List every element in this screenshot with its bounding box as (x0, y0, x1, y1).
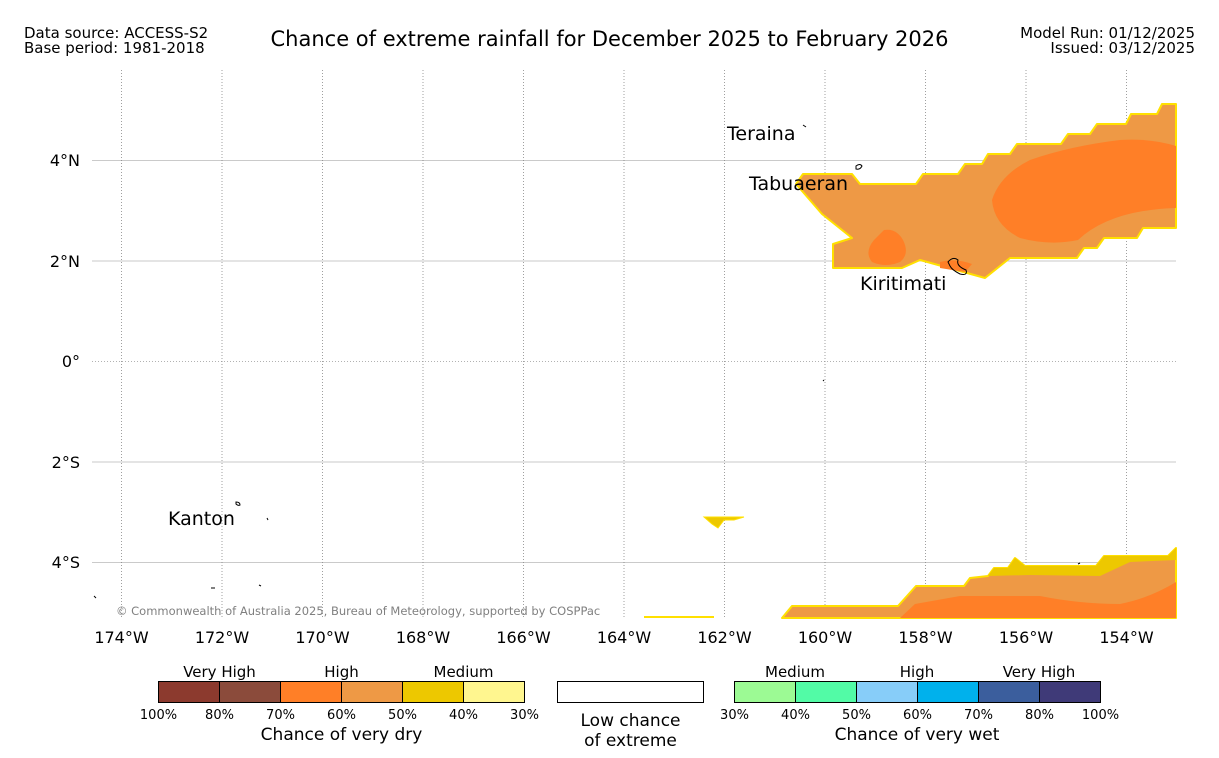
legend-wet: Medium High Very High 30% 40% 50% 60% 70… (720, 663, 1119, 745)
model-run-text: Model Run: 01/12/2025 (1020, 24, 1195, 42)
legend-low-label-line1: Low chance (581, 711, 681, 731)
islet-a (266, 517, 269, 521)
legend-dry-tick-80: 80% (205, 708, 234, 723)
legend-dry-tick-30: 30% (510, 708, 539, 723)
lon-label-164w: 164°W (597, 628, 652, 647)
lon-label-154w: 154°W (1099, 628, 1154, 647)
legend-dry-swatch-6 (463, 681, 525, 703)
lon-label-172w: 172°W (195, 628, 250, 647)
map-title: Chance of extreme rainfall for December … (270, 27, 949, 51)
teraina-island (802, 124, 807, 128)
legend-dry-tick-50: 50% (388, 708, 417, 723)
very-dry-patch-small (868, 229, 906, 265)
legend-dry: Very High High Medium 100% 80% 70% 60% 5… (140, 663, 539, 745)
medium-band-southeast (988, 548, 1176, 576)
legend-wet-swatch-6 (1039, 681, 1101, 703)
islands (93, 124, 1081, 599)
legend-dry-cat-high: High (324, 663, 358, 681)
lat-label-4s: 4°S (52, 553, 80, 572)
place-teraina: Teraina (726, 123, 796, 145)
lon-label-168w: 168°W (396, 628, 451, 647)
legend-dry-label: Chance of very dry (261, 725, 423, 745)
legend-dry-swatch-3 (280, 681, 342, 703)
tabuaeran-island (855, 164, 863, 170)
legend-wet-tick-50: 50% (842, 708, 871, 723)
lat-label-4n: 4°N (50, 151, 80, 170)
lat-label-0: 0° (62, 352, 80, 371)
legend-wet-label: Chance of very wet (835, 725, 1000, 745)
legend-dry-cat-medium: Medium (434, 663, 494, 681)
place-tabuaeran: Tabuaeran (748, 173, 848, 195)
legend-wet-cat-very-high: Very High (1003, 663, 1076, 681)
legend-low-label-line2: of extreme (584, 731, 677, 751)
lon-label-160w: 160°W (798, 628, 853, 647)
copyright-text: © Commonwealth of Australia 2025, Bureau… (116, 604, 600, 618)
legend-wet-tick-70: 70% (964, 708, 993, 723)
legend-dry-swatch-5 (402, 681, 464, 703)
islet-f (1077, 562, 1081, 565)
very-dry-core-northeast (992, 139, 1176, 243)
legend-dry-swatch-2 (219, 681, 281, 703)
legend-wet-tick-40: 40% (781, 708, 810, 723)
lat-label-2n: 2°N (50, 252, 80, 271)
lon-label-170w: 170°W (295, 628, 350, 647)
kanton-island (235, 501, 241, 506)
legend-dry-swatch-1 (158, 681, 220, 703)
legend-wet-swatch-1 (734, 681, 796, 703)
data-source-text: Data source: ACCESS-S2 (24, 24, 209, 42)
islet-e (822, 379, 825, 382)
base-period-text: Base period: 1981-2018 (24, 39, 205, 57)
place-kanton: Kanton (168, 508, 235, 530)
lon-label-158w: 158°W (898, 628, 953, 647)
legend-low-chance: Low chance of extreme (557, 681, 704, 751)
lon-label-174w: 174°W (94, 628, 149, 647)
issued-text: Issued: 03/12/2025 (1050, 39, 1195, 57)
kiritimati-island (947, 257, 967, 275)
legend-dry-cat-very-high: Very High (183, 663, 256, 681)
legend-low-swatch (557, 681, 704, 703)
legend-wet-tick-30: 30% (720, 708, 749, 723)
islet-d (93, 595, 97, 599)
legend-wet-tick-60: 60% (903, 708, 932, 723)
legend-dry-tick-40: 40% (449, 708, 478, 723)
legend-wet-cat-medium: Medium (765, 663, 825, 681)
lon-label-162w: 162°W (697, 628, 752, 647)
place-kiritimati: Kiritimati (860, 273, 946, 295)
legend-dry-tick-70: 70% (266, 708, 295, 723)
legend-dry-swatch-4 (341, 681, 403, 703)
legend-wet-swatch-5 (978, 681, 1040, 703)
legend-wet-swatch-2 (795, 681, 857, 703)
lon-label-156w: 156°W (999, 628, 1054, 647)
legend-wet-swatch-4 (917, 681, 979, 703)
legend-wet-tick-80: 80% (1025, 708, 1054, 723)
legend-dry-tick-100: 100% (140, 708, 177, 723)
legend-wet-cat-high: High (900, 663, 934, 681)
medium-patch-south (702, 516, 745, 529)
lon-label-166w: 166°W (496, 628, 551, 647)
islet-c (258, 584, 262, 587)
legend-wet-tick-100: 100% (1082, 708, 1119, 723)
lat-label-2s: 2°S (52, 453, 80, 472)
gridlines (92, 70, 1176, 618)
legend-wet-swatch-3 (856, 681, 918, 703)
very-dry-core-southeast (900, 582, 1176, 618)
legend-dry-tick-60: 60% (327, 708, 356, 723)
